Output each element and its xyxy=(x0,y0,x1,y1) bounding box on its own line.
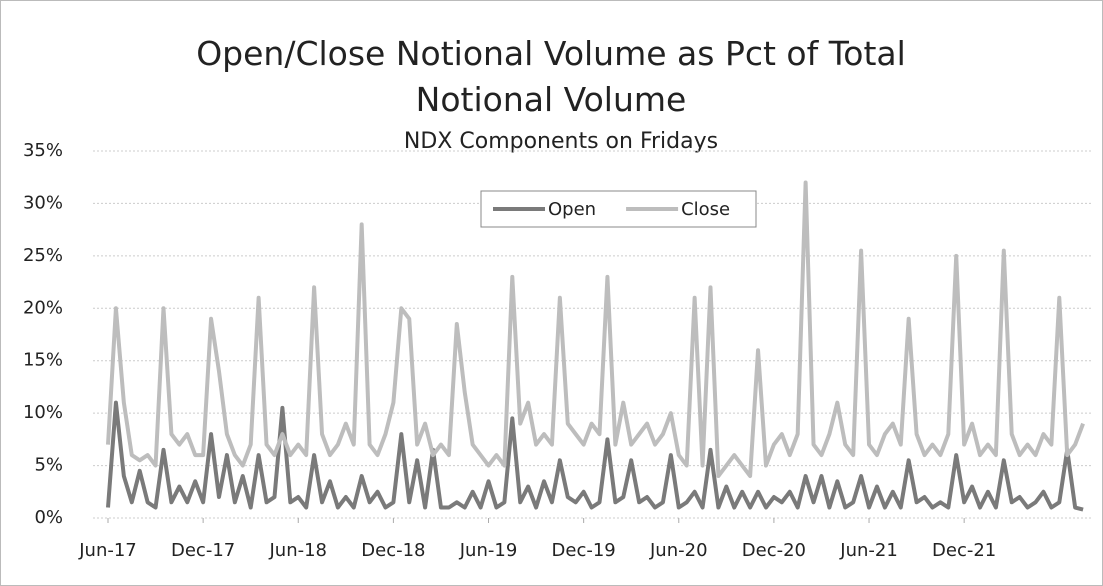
x-tick-label: Jun-19 xyxy=(459,540,518,561)
x-tick-label: Dec-17 xyxy=(171,540,235,561)
y-tick-label: 15% xyxy=(23,350,63,371)
legend: Open Close xyxy=(480,190,757,228)
line-series xyxy=(106,400,1084,512)
x-tick-label: Dec-20 xyxy=(742,540,806,561)
legend-label: Close xyxy=(681,199,730,220)
x-tick-label: Jun-17 xyxy=(78,540,137,561)
legend-label: Open xyxy=(548,199,596,220)
y-tick-label: 20% xyxy=(23,297,63,318)
line-series xyxy=(106,180,1085,479)
y-tick-label: 0% xyxy=(34,507,63,528)
x-tick-label: Dec-19 xyxy=(552,540,616,561)
y-tick-label: 30% xyxy=(23,192,63,213)
x-tick-label: Jun-18 xyxy=(268,540,327,561)
x-tick-label: Jun-20 xyxy=(649,540,708,561)
y-tick-label: 25% xyxy=(23,245,63,266)
y-tick-label: 10% xyxy=(23,402,63,423)
y-tick-label: 35% xyxy=(23,140,63,161)
x-tick-label: Dec-21 xyxy=(932,540,996,561)
chart-subtitle: NDX Components on Fridays xyxy=(404,129,718,154)
x-tick-label: Dec-18 xyxy=(361,540,425,561)
chart-title: Open/Close Notional Volume as Pct of Tot… xyxy=(196,34,906,119)
x-tick-label: Jun-21 xyxy=(839,540,898,561)
y-tick-label: 5% xyxy=(34,455,63,476)
